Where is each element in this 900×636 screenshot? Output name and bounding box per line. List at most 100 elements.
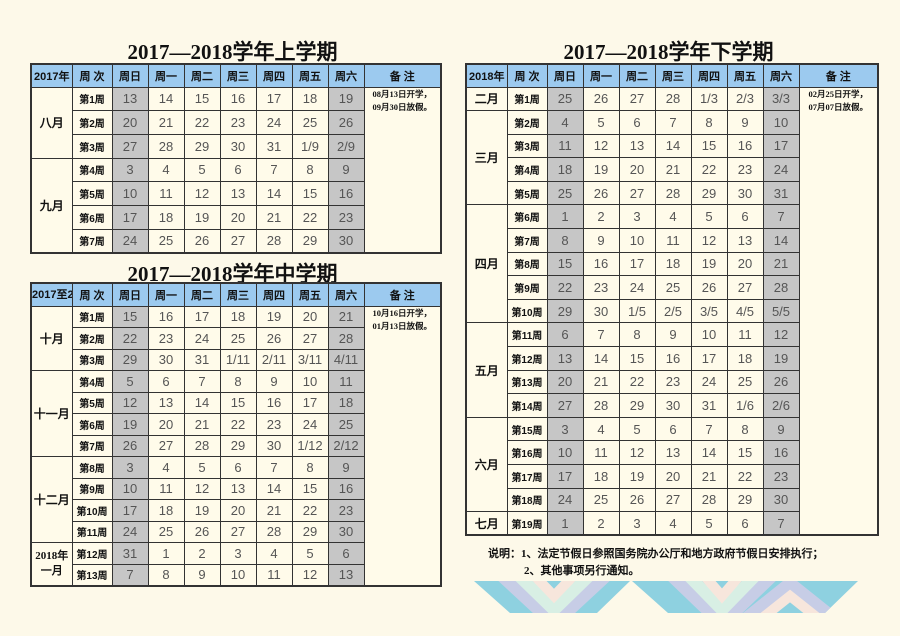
day-cell: 16: [762, 440, 800, 465]
day-cell: 24: [546, 487, 584, 513]
month-label: 五月: [465, 322, 508, 418]
day-cell: 30: [255, 434, 293, 457]
week-label: 第19周: [506, 511, 548, 536]
footnote-line1: 说明：1、法定节假日参照国务院办公厅和地方政府节假日安排执行；: [488, 548, 824, 560]
day-cell: 15: [183, 86, 221, 112]
table-row: 四月 第6周 1 2 3 4 5 6 7: [465, 204, 878, 324]
table-row: 第9周 10 11 12 13 14 15 16: [31, 477, 441, 500]
month-label: 十二月: [30, 456, 73, 543]
day-cell: 11: [147, 181, 185, 206]
table-row: 五月 第11周 6 7 8 9 10 11 12: [465, 322, 878, 418]
day-cell: 4/11: [327, 348, 365, 371]
day-cell: 8: [219, 370, 257, 393]
day-cell: 3/11: [291, 348, 329, 371]
day-cell: 26: [255, 327, 293, 350]
week-label: 第18周: [506, 487, 548, 513]
day-cell: 23: [654, 369, 692, 395]
day-cell: 25: [726, 369, 764, 395]
day-cell: 28: [147, 133, 185, 159]
day-cell: 4: [147, 456, 185, 479]
month-label: 四月: [465, 204, 508, 324]
day-cell: 7: [762, 204, 800, 230]
day-cell: 3: [546, 416, 584, 442]
day-cell: 20: [546, 369, 584, 395]
day-cell: 19: [255, 305, 293, 328]
day-cell: 24: [762, 157, 800, 182]
day-cell: 21: [690, 464, 728, 489]
day-cell: 31: [762, 180, 800, 206]
day-header-4: 周四: [255, 63, 293, 88]
decorative-zigzag-band: [474, 581, 858, 613]
day-cell: 2/9: [327, 133, 365, 159]
day-cell: 25: [147, 228, 185, 254]
note-cell: 08月13日开学， 09月30日放假。: [363, 86, 442, 254]
day-cell: 28: [582, 393, 620, 418]
day-cell: 8: [690, 110, 728, 135]
day-cell: 29: [111, 348, 149, 371]
week-label: 第6周: [71, 413, 113, 436]
day-cell: 17: [255, 86, 293, 112]
month-label: 2018年一月: [30, 542, 73, 586]
day-cell: 30: [219, 133, 257, 159]
day-cell: 26: [582, 180, 620, 206]
day-cell: 9: [582, 228, 620, 253]
week-label: 第7周: [506, 228, 548, 253]
day-cell: 10: [291, 370, 329, 393]
note-line: 07月07日放假。: [808, 101, 868, 112]
day-cell: 17: [111, 204, 149, 230]
day-cell: 20: [654, 464, 692, 489]
day-cell: 31: [111, 542, 149, 565]
week-label: 第3周: [71, 348, 113, 371]
day-cell: 20: [726, 251, 764, 277]
table-row: 七月 第19周 1 2 3 4 5 6 7: [465, 511, 878, 536]
day-cell: 16: [726, 133, 764, 159]
day-cell: 17: [618, 251, 656, 277]
table-row: 八月 第1周 13 14 15 16 17 18 19 08月13日开学， 09月30日放假。: [30, 86, 442, 254]
day-cell: 17: [762, 133, 800, 159]
day-cell: 1/12: [291, 434, 329, 457]
term1-title: 2017—2018学年上学期: [127, 40, 338, 64]
week-label: 第8周: [71, 456, 113, 479]
day-cell: 25: [654, 275, 692, 300]
day-cell: 9: [726, 110, 764, 135]
day-cell: 29: [219, 434, 257, 457]
week-label: 第8周: [506, 251, 548, 277]
day-cell: 14: [762, 228, 800, 253]
day-cell: 22: [291, 204, 329, 230]
day-cell: 30: [327, 228, 365, 254]
month-label: 八月: [30, 86, 73, 159]
day-cell: 11: [255, 563, 293, 586]
day-cell: 25: [291, 110, 329, 135]
day-header-1: 周一: [582, 63, 620, 88]
day-cell: 25: [582, 487, 620, 513]
day-cell: 18: [327, 391, 365, 414]
table-row: 十二月 第8周 3 4 5 6 7 8 9: [30, 456, 441, 543]
day-cell: 28: [327, 327, 365, 350]
table-row: 第6周 19 20 21 22 23 24 25: [31, 413, 441, 436]
day-cell: 25: [546, 180, 584, 206]
day-cell: 15: [291, 181, 329, 206]
day-cell: 28: [690, 487, 728, 513]
day-cell: 29: [618, 393, 656, 418]
day-cell: 31: [255, 133, 293, 159]
day-cell: 2/11: [255, 348, 293, 371]
term3-calendar-table: 2018年周 次周日 周一 周二 周三 周四 周五 周六备 注二月 第1周 25 26 27 28 1/…: [465, 63, 879, 537]
day-cell: 27: [147, 434, 185, 457]
week-label: 第12周: [506, 346, 548, 371]
month-label: 六月: [465, 416, 508, 513]
day-cell: 2/12: [327, 434, 365, 457]
day-cell: 24: [255, 110, 293, 135]
day-cell: 22: [291, 499, 329, 522]
day-header-3: 周三: [219, 63, 257, 88]
week-label: 第11周: [71, 520, 113, 543]
week-label: 第6周: [506, 204, 548, 230]
day-cell: 23: [762, 464, 800, 489]
day-cell: 15: [690, 133, 728, 159]
day-cell: 30: [327, 520, 365, 543]
day-header-6: 周六: [762, 63, 800, 88]
day-cell: 21: [255, 204, 293, 230]
day-cell: 7: [762, 511, 800, 536]
week-label: 第7周: [71, 434, 113, 457]
day-cell: 13: [219, 477, 257, 500]
day-cell: 5: [690, 204, 728, 230]
